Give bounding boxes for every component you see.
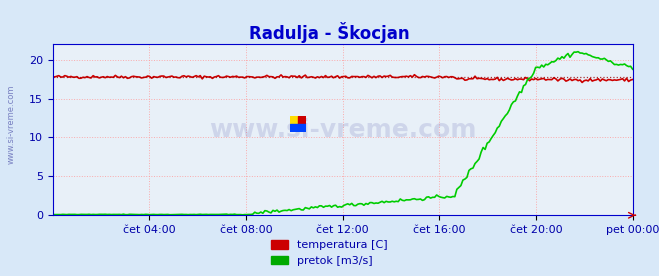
Legend: temperatura [C], pretok [m3/s]: temperatura [C], pretok [m3/s] <box>267 236 392 270</box>
Bar <box>290 124 298 132</box>
Text: Radulja - Škocjan: Radulja - Škocjan <box>249 22 410 43</box>
Bar <box>298 124 306 132</box>
Text: www.si-vreme.com: www.si-vreme.com <box>209 118 476 142</box>
Text: www.si-vreme.com: www.si-vreme.com <box>7 84 16 164</box>
Bar <box>298 116 306 124</box>
Bar <box>290 116 298 124</box>
